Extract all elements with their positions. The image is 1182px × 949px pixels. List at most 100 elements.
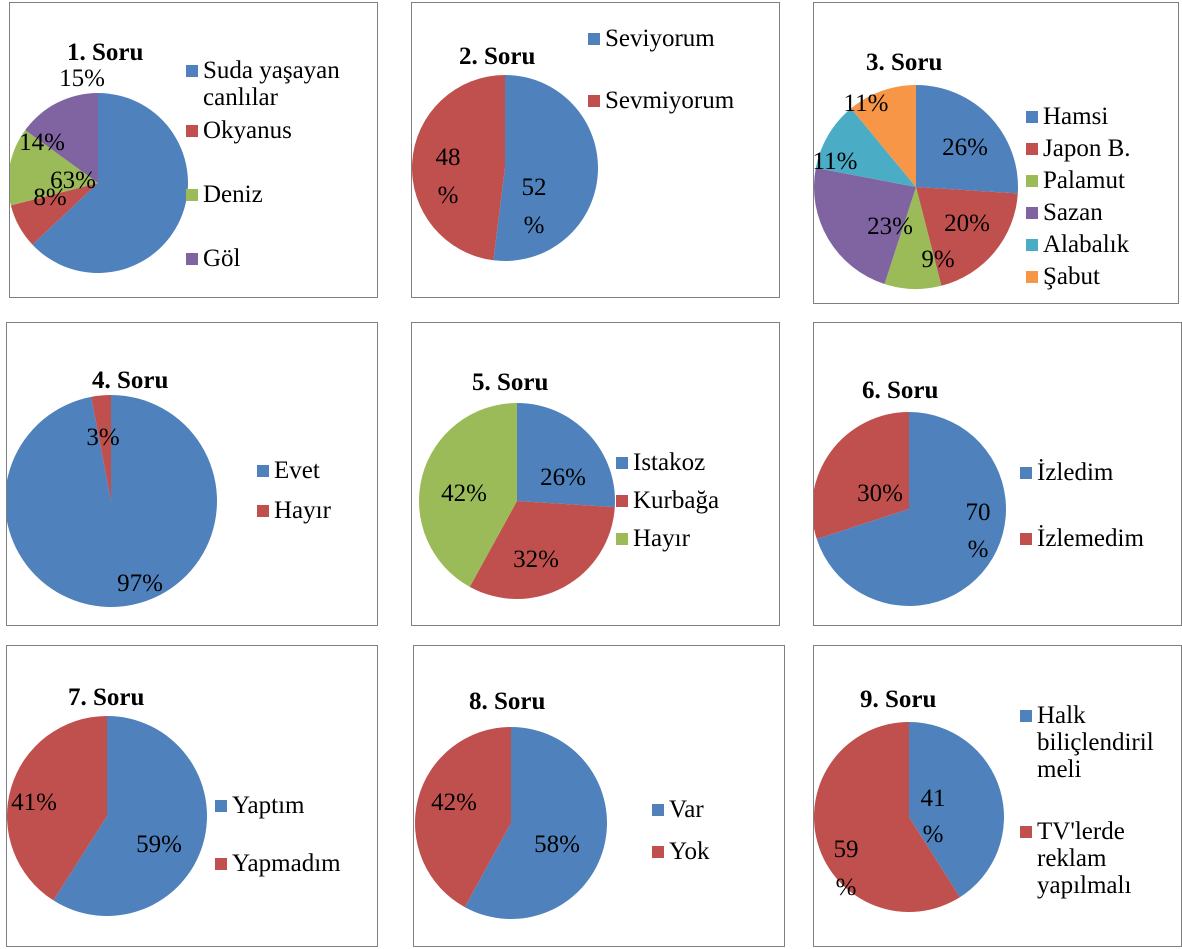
- legend-swatch: [1026, 207, 1038, 219]
- pie-slice: [517, 403, 615, 508]
- slice-value-label: 3%: [86, 424, 119, 451]
- legend-label: Evet: [274, 457, 320, 484]
- slice-value-label: 58%: [534, 831, 580, 858]
- pie-slice: [814, 167, 916, 285]
- legend-swatch: [186, 65, 198, 77]
- legend-label: Sazan: [1043, 199, 1103, 226]
- chart-panel-6: 70% 30% 6. Soru İzledim İzlemedim: [813, 322, 1182, 626]
- legend-label: Deniz: [203, 181, 263, 208]
- legend-swatch: [1020, 710, 1032, 722]
- legend-swatch: [1026, 143, 1038, 155]
- chart-title-9: 9. Soru: [860, 686, 937, 713]
- slice-value-label: 42%: [431, 789, 477, 816]
- chart-title-3: 3. Soru: [866, 49, 943, 76]
- legend-label: Istakoz: [633, 449, 706, 476]
- slice-value-label: 20%: [944, 210, 990, 237]
- legend-item-4-2: Hayır: [257, 497, 331, 524]
- slice-value-label: 9%: [921, 246, 954, 273]
- legend-item-3-6: Şabut: [1026, 263, 1100, 290]
- legend-label: TV'lerde reklam yapılmalı: [1037, 818, 1132, 899]
- pie-slice: [814, 722, 960, 912]
- legend-label: Yaptım: [232, 792, 305, 819]
- legend-swatch: [616, 495, 628, 507]
- legend-label: Seviyorum: [605, 25, 715, 52]
- legend-label: Alabalık: [1043, 231, 1130, 258]
- pie-slice: [850, 85, 916, 187]
- chart-title-6: 6. Soru: [862, 377, 939, 404]
- chart-panel-8: 58% 42% 8. Soru Var Yok: [413, 645, 785, 947]
- chart-panel-5: 26% 32% 42% 5. Soru Istakoz Kurbağa Hayır: [411, 322, 780, 626]
- pie-slice: [909, 722, 1005, 898]
- legend-item-5-2: Kurbağa: [616, 487, 719, 514]
- slice-value-label: 97%: [117, 570, 163, 597]
- legend-item-5-3: Hayır: [616, 525, 690, 552]
- legend-swatch: [652, 804, 664, 816]
- slice-value-label: 26%: [540, 464, 586, 491]
- slice-value-label: 30%: [857, 480, 903, 507]
- legend-item-2-2: Sevmiyorum: [588, 87, 734, 114]
- legend-item-9-1: Halk biliçlendiril meli: [1020, 702, 1177, 783]
- legend-label: İzledim: [1037, 459, 1114, 486]
- pie-chart-1: 63%8% 14% 15%: [10, 65, 188, 273]
- chart-title-5: 5. Soru: [472, 369, 549, 396]
- pie-slice: [10, 130, 98, 206]
- slice-value-label: 8%: [33, 184, 66, 211]
- legend-label: Yok: [669, 838, 710, 865]
- legend-swatch: [186, 253, 198, 265]
- chart-panel-9: 41% 59% 9. Soru Halk biliçlendiril meli T…: [813, 645, 1182, 947]
- legend-label: Halk biliçlendiril meli: [1037, 702, 1154, 783]
- slice-value-label: 70%: [966, 499, 991, 563]
- slice-value-label: 26%: [942, 134, 988, 161]
- chart-title-2: 2. Soru: [459, 43, 536, 70]
- chart-panel-3: 26% 20% 9% 23% 11% 11% 3. Soru Hamsi Japon B.…: [813, 2, 1179, 304]
- pie-slice: [884, 187, 942, 289]
- legend-swatch: [616, 533, 628, 545]
- pie-slice: [7, 395, 217, 607]
- slice-value-label: 23%: [867, 213, 913, 240]
- slice-value-label: 41%: [921, 785, 946, 848]
- chart-panel-2: 52% 48% 2. Soru Seviyorum Sevmiyorum: [411, 2, 780, 298]
- slice-value-label: 52%: [522, 174, 547, 239]
- pie-chart-4: 97% 3%: [7, 395, 217, 607]
- pie-slice: [10, 183, 99, 245]
- legend-item-1-3: Deniz: [186, 181, 263, 208]
- legend-label: Sevmiyorum: [605, 87, 735, 114]
- legend-label: Yapmadım: [232, 850, 341, 877]
- pie-slice: [91, 395, 111, 501]
- slice-value-label: 48%: [436, 144, 461, 209]
- slice-value-label: 15%: [59, 65, 105, 92]
- pie-slice: [32, 93, 188, 273]
- slice-value-label: 32%: [513, 546, 559, 573]
- legend-label: Hamsi: [1043, 103, 1109, 130]
- legend-swatch: [616, 457, 628, 469]
- chart-title-8: 8. Soru: [469, 688, 546, 715]
- legend-item-1-1: Suda yaşayan canlılar: [186, 57, 373, 111]
- pie-slice: [493, 75, 598, 261]
- legend-label: Hayır: [274, 497, 331, 524]
- slice-value-label: 41%: [11, 789, 57, 816]
- pie-slice: [53, 716, 208, 916]
- legend-label: Kurbağa: [633, 487, 720, 514]
- legend-label: Var: [669, 796, 704, 823]
- legend-label: Göl: [203, 245, 241, 272]
- legend-swatch: [186, 189, 198, 201]
- legend-item-4-1: Evet: [257, 457, 320, 484]
- legend-label: Okyanus: [203, 117, 292, 144]
- legend-item-5-1: Istakoz: [616, 449, 705, 476]
- pie-chart-6: 70 % 30%: [814, 412, 1006, 606]
- pie-slice: [412, 75, 505, 261]
- slice-value-label: 14%: [19, 129, 65, 156]
- legend-swatch: [257, 465, 269, 477]
- legend-label: Japon B.: [1043, 135, 1131, 162]
- legend-swatch: [1026, 239, 1038, 251]
- pie-chart-9: 41 % 59%: [814, 722, 1005, 912]
- pie-chart-2: 52 % 48%: [412, 75, 598, 261]
- pie-slice: [464, 727, 607, 919]
- chart-panel-4: 97% 3% 4. Soru Evet Hayır: [6, 322, 378, 626]
- legend-swatch: [1020, 467, 1032, 479]
- slice-value-label: 42%: [441, 480, 487, 507]
- legend-label: Şabut: [1043, 263, 1100, 290]
- legend-item-6-2: İzlemedim: [1020, 525, 1144, 552]
- pie-slice: [815, 108, 916, 187]
- pie-slice: [419, 403, 517, 587]
